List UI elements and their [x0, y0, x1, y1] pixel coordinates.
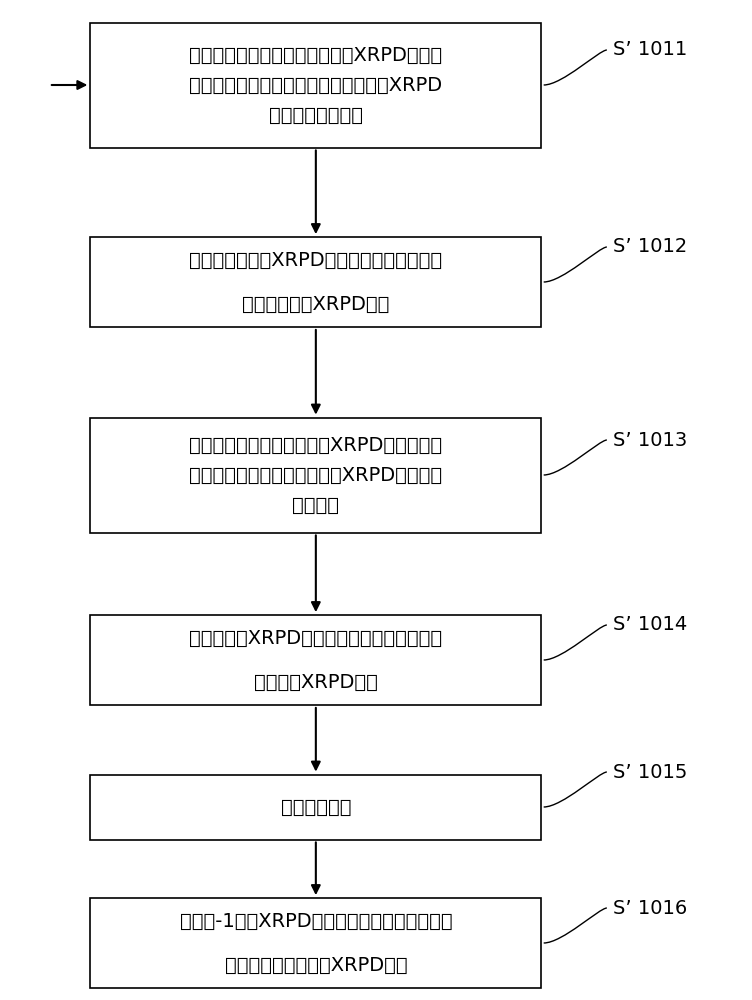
Text: 图谱的第一背景线: 图谱的第一背景线: [269, 105, 362, 124]
FancyBboxPatch shape: [90, 237, 541, 327]
Text: 以第一采样间隔对待聚类的晶体XRPD图谱进: 以第一采样间隔对待聚类的晶体XRPD图谱进: [190, 45, 442, 64]
FancyBboxPatch shape: [90, 898, 541, 988]
Text: 以第二采样间隔对第一晶体XRPD图谱进行采: 以第二采样间隔对第一晶体XRPD图谱进行采: [190, 436, 442, 454]
Text: 将待聚类的晶体XRPD图谱减去第一背景线，: 将待聚类的晶体XRPD图谱减去第一背景线，: [190, 250, 442, 269]
Text: 将第Ｋ-1晶体XRPD图谱减去第Ｋ背景线，得到: 将第Ｋ-1晶体XRPD图谱减去第Ｋ背景线，得到: [180, 912, 452, 930]
Text: S’ 1014: S’ 1014: [613, 615, 687, 635]
Text: S’ 1012: S’ 1012: [613, 237, 687, 256]
FancyBboxPatch shape: [90, 774, 541, 840]
Text: 行采样和平滑处理，得到待聚类的晶体XRPD: 行采样和平滑处理，得到待聚类的晶体XRPD: [190, 76, 442, 95]
Text: 将第一晶体XRPD图谱减去第二背景线，得到: 将第一晶体XRPD图谱减去第二背景线，得到: [190, 628, 442, 648]
Text: 更换采样间隔: 更换采样间隔: [280, 798, 351, 816]
FancyBboxPatch shape: [90, 615, 541, 705]
Text: 样和平滑处理，得到第一晶体XRPD图谱的第: 样和平滑处理，得到第一晶体XRPD图谱的第: [190, 466, 442, 485]
Text: S’ 1011: S’ 1011: [613, 40, 687, 59]
Text: 已去除背景线的晶体XRPD图谱: 已去除背景线的晶体XRPD图谱: [225, 956, 407, 974]
FancyBboxPatch shape: [90, 22, 541, 147]
Text: 第二晶体XRPD图谱: 第二晶体XRPD图谱: [254, 672, 378, 692]
Text: 得到第一晶体XRPD图谱: 得到第一晶体XRPD图谱: [242, 294, 390, 314]
FancyBboxPatch shape: [90, 418, 541, 532]
Text: 二背景线: 二背景线: [293, 495, 339, 514]
Text: S’ 1016: S’ 1016: [613, 898, 687, 918]
Text: S’ 1015: S’ 1015: [613, 762, 687, 782]
Text: S’ 1013: S’ 1013: [613, 430, 687, 450]
